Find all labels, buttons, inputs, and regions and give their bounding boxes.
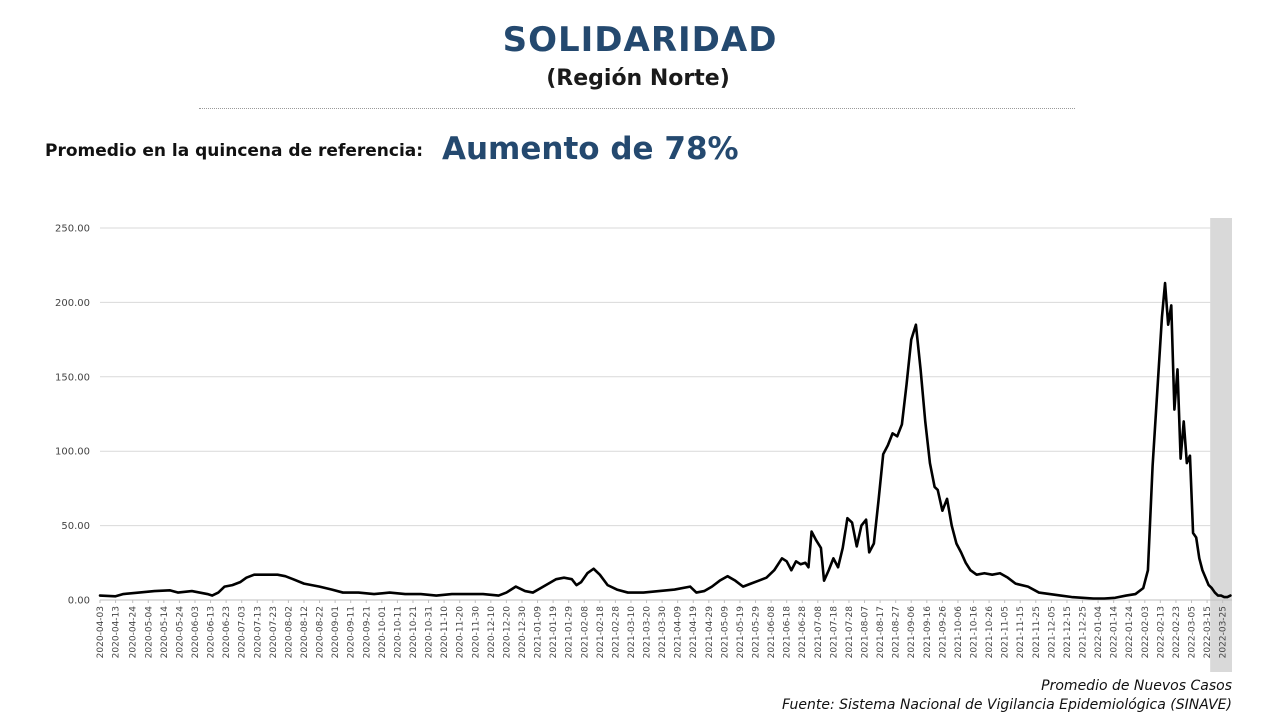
x-tick-label: 2021-09-06 xyxy=(907,606,917,659)
x-tick-label: 2021-11-25 xyxy=(1032,606,1042,658)
x-tick-label: 2020-06-23 xyxy=(222,606,232,658)
reference-value: Aumento de 78% xyxy=(442,131,739,167)
x-tick-label: 2020-10-11 xyxy=(393,606,403,658)
x-tick-label: 2022-01-04 xyxy=(1094,606,1104,659)
y-tick-label: 50.00 xyxy=(61,521,90,532)
x-tick-label: 2021-08-17 xyxy=(876,606,886,658)
x-tick-label: 2020-09-01 xyxy=(331,606,341,658)
x-tick-label: 2021-07-08 xyxy=(814,606,824,659)
page-title: SOLIDARIDAD xyxy=(502,20,778,60)
x-tick-label: 2022-03-15 xyxy=(1203,606,1213,658)
x-tick-label: 2021-07-28 xyxy=(845,606,855,659)
x-tick-label: 2022-02-23 xyxy=(1172,606,1182,658)
x-tick-label: 2020-08-02 xyxy=(284,606,294,658)
x-tick-label: 2020-06-13 xyxy=(207,606,217,658)
x-tick-label: 2021-03-10 xyxy=(627,606,637,659)
x-tick-label: 2020-11-10 xyxy=(440,606,450,659)
x-tick-label: 2021-04-19 xyxy=(689,606,699,659)
x-tick-label: 2021-11-15 xyxy=(1016,606,1026,658)
y-tick-label: 0.00 xyxy=(68,596,90,607)
x-tick-label: 2021-03-20 xyxy=(643,606,653,659)
x-tick-label: 2021-09-26 xyxy=(938,606,948,659)
shaded-region xyxy=(1210,218,1232,672)
x-tick-label: 2020-04-03 xyxy=(96,606,106,658)
x-tick-label: 2021-06-28 xyxy=(798,606,808,659)
x-tick-label: 2020-06-03 xyxy=(191,606,201,658)
y-axis-labels: 0.00 50.00 100.00 150.00 200.00 250.00 xyxy=(55,224,90,607)
x-tick-label: 2020-09-21 xyxy=(362,606,372,658)
x-tick-label: 2020-04-13 xyxy=(112,606,122,658)
x-tick-label: 2021-01-19 xyxy=(549,606,559,659)
x-tick-label: 2020-08-22 xyxy=(316,606,326,658)
x-tick-label: 2021-08-27 xyxy=(892,606,902,658)
y-tick-label: 250.00 xyxy=(55,224,90,235)
x-tick-label: 2021-01-09 xyxy=(534,606,544,659)
x-tick-label: 2021-06-18 xyxy=(783,606,793,659)
x-tick-label: 2021-01-29 xyxy=(565,606,575,659)
x-tick-label: 2021-12-25 xyxy=(1079,606,1089,658)
x-tick-label: 2022-03-05 xyxy=(1188,606,1198,658)
x-tick-label: 2021-09-16 xyxy=(923,606,933,659)
x-tick-label: 2020-11-20 xyxy=(456,606,466,659)
x-tick-label: 2020-05-04 xyxy=(144,606,154,659)
x-tick-label: 2021-06-08 xyxy=(767,606,777,659)
x-tick-label: 2021-02-18 xyxy=(596,606,606,659)
x-tick-label: 2020-04-24 xyxy=(129,606,139,659)
x-tick-label: 2020-10-21 xyxy=(409,606,419,658)
x-tick-label: 2021-11-05 xyxy=(1001,606,1011,658)
x-tick-label: 2020-12-30 xyxy=(518,606,528,659)
x-tick-label: 2021-02-08 xyxy=(580,606,590,659)
x-tick-label: 2021-04-29 xyxy=(705,606,715,659)
source-note: Fuente: Sistema Nacional de Vigilancia E… xyxy=(782,697,1232,713)
x-tick-label: 2021-10-16 xyxy=(970,606,980,659)
x-tick-label: 2022-01-14 xyxy=(1110,606,1120,659)
x-tick-label: 2021-02-28 xyxy=(611,606,621,659)
series-note: Promedio de Nuevos Casos xyxy=(1041,678,1232,694)
x-tick-label: 2021-08-07 xyxy=(861,606,871,658)
line-chart: 0.00 50.00 100.00 150.00 200.00 250.00 2020-0… xyxy=(55,218,1232,672)
x-tick-label: 2021-12-15 xyxy=(1063,606,1073,658)
y-tick-label: 100.00 xyxy=(55,447,90,458)
x-tick-label: 2021-03-30 xyxy=(658,606,668,659)
grid-lines xyxy=(100,227,1232,527)
y-tick-label: 200.00 xyxy=(55,298,90,309)
x-tick-label: 2021-07-18 xyxy=(829,606,839,659)
x-tick-label: 2020-08-12 xyxy=(300,606,310,658)
x-tick-label: 2022-03-25 xyxy=(1219,606,1229,658)
x-tick-label: 2020-09-11 xyxy=(347,606,357,658)
x-tick-label: 2021-10-26 xyxy=(985,606,995,659)
x-tick-label: 2022-02-13 xyxy=(1156,606,1166,658)
x-tick-label: 2020-11-30 xyxy=(471,606,481,659)
x-tick-label: 2020-12-20 xyxy=(502,606,512,659)
reference-label: Promedio en la quincena de referencia: xyxy=(45,141,424,161)
y-tick-label: 150.00 xyxy=(55,372,90,383)
series-line xyxy=(98,281,1232,600)
x-tick-label: 2022-01-24 xyxy=(1125,606,1135,659)
x-tick-label: 2021-10-06 xyxy=(954,606,964,659)
x-tick-label: 2020-07-13 xyxy=(253,606,263,658)
x-tick-label: 2021-05-29 xyxy=(752,606,762,659)
title-divider xyxy=(199,108,1075,109)
page-subtitle: (Región Norte) xyxy=(546,66,730,91)
x-tick-label: 2020-10-01 xyxy=(378,606,388,658)
x-tick-label: 2022-02-03 xyxy=(1141,606,1151,658)
x-tick-label: 2020-05-24 xyxy=(175,606,185,659)
x-tick-label: 2021-05-19 xyxy=(736,606,746,659)
x-tick-label: 2021-12-05 xyxy=(1047,606,1057,658)
x-tick-label: 2020-12-10 xyxy=(487,606,497,659)
x-tick-label: 2021-04-09 xyxy=(674,606,684,659)
x-tick-label: 2020-10-31 xyxy=(425,606,435,658)
x-axis-labels: 2020-04-03 2020-04-13 2020-04-24 2020-05-04… xyxy=(96,600,1229,658)
x-tick-label: 2020-05-14 xyxy=(160,606,170,659)
x-tick-label: 2020-07-23 xyxy=(269,606,279,658)
series-group xyxy=(98,281,1232,600)
x-tick-label: 2021-05-09 xyxy=(720,606,730,659)
x-tick-label: 2020-07-03 xyxy=(238,606,248,658)
